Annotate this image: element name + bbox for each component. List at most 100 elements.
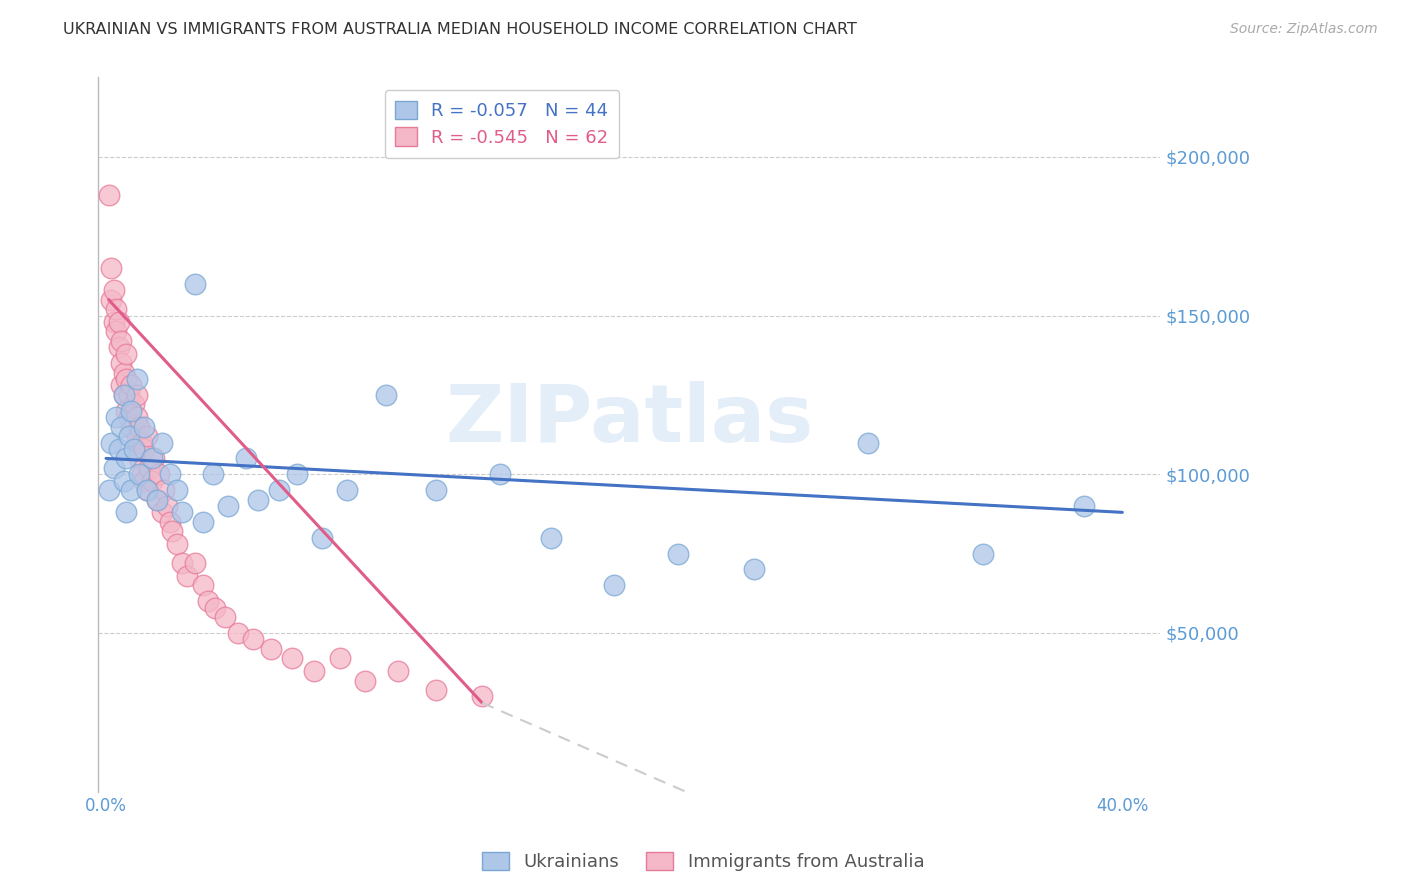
Point [110,419,132,434]
Point [125,388,148,402]
Text: UKRAINIAN VS IMMIGRANTS FROM AUSTRALIA MEDIAN HOUSEHOLD INCOME CORRELATION CHART: UKRAINIAN VS IMMIGRANTS FROM AUSTRALIA M… [63,22,858,37]
Point [280,651,302,665]
Point [425,683,447,698]
Point [134,419,156,434]
Point [742,562,765,576]
Point [172,505,194,519]
Point [128,467,150,482]
Legend: R = -0.057   N = 44, R = -0.545   N = 62: R = -0.057 N = 44, R = -0.545 N = 62 [384,90,620,158]
Point [120,403,142,417]
Point [115,403,138,417]
Point [146,492,169,507]
Point [128,419,150,434]
Point [100,293,122,307]
Point [159,515,181,529]
Point [125,429,148,443]
Point [201,467,224,482]
Point [311,531,333,545]
Point [141,474,163,488]
Point [387,664,409,678]
Point [374,388,396,402]
Point [159,467,181,482]
Text: Source: ZipAtlas.com: Source: ZipAtlas.com [1230,22,1378,37]
Point [100,435,122,450]
Point [97,187,120,202]
Point [146,492,169,507]
Text: ZIPatlas: ZIPatlas [446,381,814,459]
Point [143,451,166,466]
Point [172,556,194,570]
Point [118,429,141,443]
Point [118,410,141,425]
Point [120,378,142,392]
Point [120,483,142,497]
Point [107,442,129,456]
Point [217,499,239,513]
Point [115,372,138,386]
Point [134,442,156,456]
Point [105,325,128,339]
Point [858,435,880,450]
Point [540,531,562,545]
Point [204,600,226,615]
Point [138,461,160,475]
Point [135,483,157,497]
Point [112,474,135,488]
Point [336,483,359,497]
Point [471,690,494,704]
Point [267,483,290,497]
Point [120,419,142,434]
Point [247,492,270,507]
Point [425,483,447,497]
Point [122,397,145,411]
Point [122,442,145,456]
Point [153,483,176,497]
Point [134,474,156,488]
Point [103,461,125,475]
Point [166,483,188,497]
Point [125,410,148,425]
Point [122,442,145,456]
Point [184,556,207,570]
Point [972,547,994,561]
Point [226,626,249,640]
Point [131,467,153,482]
Point [1073,499,1095,513]
Point [235,451,257,466]
Legend: Ukrainians, Immigrants from Australia: Ukrainians, Immigrants from Australia [474,845,932,879]
Point [131,435,153,450]
Point [260,641,283,656]
Point [103,283,125,297]
Point [176,569,198,583]
Point [135,429,157,443]
Point [184,277,207,291]
Point [105,410,128,425]
Point [135,483,157,497]
Point [191,578,214,592]
Point [166,537,188,551]
Point [197,594,219,608]
Point [118,388,141,402]
Point [242,632,264,647]
Point [489,467,512,482]
Point [107,340,129,354]
Point [141,451,163,466]
Point [304,664,326,678]
Point [115,346,138,360]
Point [156,499,179,513]
Point [160,524,183,539]
Point [329,651,352,665]
Point [105,302,128,317]
Point [148,467,170,482]
Point [285,467,308,482]
Point [354,673,377,688]
Point [150,505,173,519]
Point [603,578,626,592]
Point [128,451,150,466]
Point [110,378,132,392]
Point [112,388,135,402]
Point [112,366,135,380]
Point [666,547,689,561]
Point [214,610,236,624]
Point [100,260,122,275]
